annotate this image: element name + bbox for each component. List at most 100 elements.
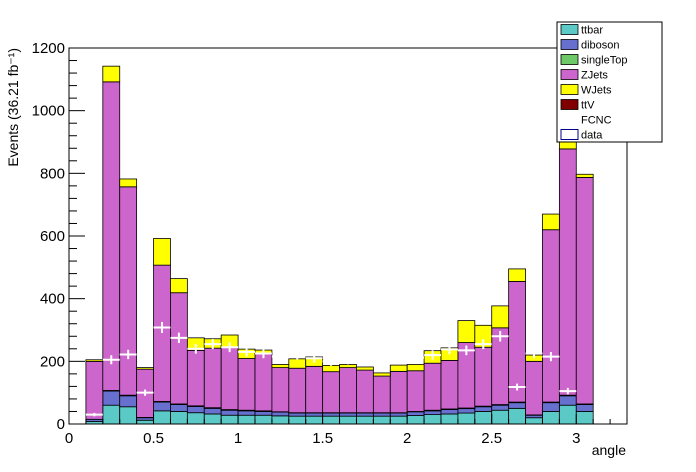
bar-diboson-25 bbox=[508, 402, 526, 409]
bar-wjets-24 bbox=[491, 305, 510, 329]
data-point-18 bbox=[390, 352, 408, 362]
legend-label-diboson: diboson bbox=[581, 40, 620, 52]
bar-diboson-16 bbox=[356, 412, 374, 417]
bar-wjets-2 bbox=[119, 178, 138, 188]
legend-swatch-diboson bbox=[560, 39, 579, 50]
data-point-4 bbox=[153, 321, 171, 333]
data-point-21 bbox=[441, 344, 458, 355]
bar-ttbar-3 bbox=[136, 419, 154, 425]
bar-diboson-18 bbox=[389, 412, 408, 417]
data-point-14 bbox=[322, 356, 340, 366]
y-tick-label: 0 bbox=[57, 416, 65, 433]
bar-zjets-13 bbox=[305, 365, 324, 414]
bar-ttbar-14 bbox=[322, 415, 340, 425]
bar-diboson-9 bbox=[237, 410, 256, 416]
bar-zjets-16 bbox=[356, 369, 374, 414]
legend-label-wjets: WJets bbox=[581, 85, 612, 97]
bar-diboson-12 bbox=[288, 412, 307, 417]
bar-zjets-12 bbox=[288, 367, 307, 414]
data-point-2 bbox=[119, 349, 137, 360]
data-point-24 bbox=[491, 331, 509, 342]
x-tick-label: 0 bbox=[65, 430, 73, 447]
bar-zjets-1 bbox=[102, 81, 121, 391]
x-axis-title: angle bbox=[592, 442, 626, 458]
data-point-10 bbox=[255, 348, 272, 359]
bar-ttbar-20 bbox=[423, 414, 442, 425]
bar-ttbar-13 bbox=[305, 415, 324, 425]
bar-zjets-8 bbox=[220, 347, 239, 410]
legend-swatch-ttv bbox=[560, 99, 579, 110]
bar-diboson-24 bbox=[491, 404, 510, 411]
bar-zjets-0 bbox=[85, 360, 104, 420]
x-tick-label: 1.5 bbox=[312, 430, 333, 447]
bar-zjets-14 bbox=[322, 371, 340, 414]
bar-ttbar-23 bbox=[474, 411, 493, 425]
legend-swatch-zjets bbox=[560, 69, 579, 80]
bar-zjets-2 bbox=[119, 186, 138, 396]
legend-swatch-wjets bbox=[560, 84, 579, 95]
bar-zjets-20 bbox=[423, 362, 442, 411]
bar-wjets-5 bbox=[170, 278, 188, 294]
data-point-7 bbox=[204, 339, 222, 350]
data-point-1 bbox=[102, 355, 120, 365]
bar-ttbar-12 bbox=[288, 415, 307, 425]
bar-wjets-17 bbox=[372, 372, 391, 377]
bar-zjets-28 bbox=[558, 148, 577, 396]
bar-ttbar-15 bbox=[339, 415, 357, 425]
bar-ttbar-27 bbox=[542, 411, 560, 425]
bar-wjets-1 bbox=[102, 65, 121, 83]
bar-wjets-16 bbox=[356, 366, 374, 371]
bar-diboson-27 bbox=[542, 402, 560, 412]
x-tick-label: 0.5 bbox=[143, 430, 164, 447]
legend: ttbar diboson singleTop ZJets WJets ttV FCNC da… bbox=[556, 21, 663, 143]
data-point-16 bbox=[356, 353, 374, 363]
legend-label-data: data bbox=[581, 130, 603, 142]
bar-ttbar-26 bbox=[525, 417, 543, 425]
bar-wjets-15 bbox=[339, 364, 357, 369]
bar-diboson-4 bbox=[153, 401, 171, 412]
bar-ttbar-25 bbox=[508, 407, 526, 425]
data-point-22 bbox=[457, 345, 475, 356]
bar-zjets-4 bbox=[153, 264, 171, 402]
bar-wjets-12 bbox=[288, 358, 307, 369]
y-tick-label: 600 bbox=[40, 228, 65, 245]
data-point-17 bbox=[373, 355, 391, 365]
bar-ttbar-16 bbox=[356, 415, 374, 425]
data-point-20 bbox=[424, 350, 441, 360]
bar-wjets-18 bbox=[389, 364, 408, 372]
legend-label-singletop: singleTop bbox=[581, 55, 627, 67]
data-point-28 bbox=[559, 387, 577, 395]
bar-diboson-13 bbox=[305, 412, 324, 417]
data-point-0 bbox=[85, 412, 103, 417]
bar-ttbar-9 bbox=[237, 414, 256, 425]
legend-label-ttbar: ttbar bbox=[581, 25, 603, 37]
bar-wjets-11 bbox=[271, 364, 290, 369]
bar-diboson-23 bbox=[474, 406, 493, 412]
x-tick-label: 2.5 bbox=[481, 430, 502, 447]
bar-diboson-6 bbox=[186, 406, 205, 414]
bar-ttbar-24 bbox=[491, 409, 510, 425]
bar-diboson-22 bbox=[457, 408, 476, 414]
bar-wjets-22 bbox=[457, 320, 476, 343]
data-point-23 bbox=[474, 339, 492, 350]
bar-ttbar-29 bbox=[575, 411, 594, 425]
bar-diboson-14 bbox=[322, 412, 340, 417]
bar-diboson-8 bbox=[220, 409, 239, 416]
data-point-12 bbox=[288, 350, 306, 360]
bar-ttbar-19 bbox=[406, 415, 425, 425]
data-point-8 bbox=[221, 342, 239, 353]
bar-wjets-4 bbox=[153, 238, 171, 266]
bar-ttbar-17 bbox=[372, 415, 391, 425]
data-point-27 bbox=[542, 352, 560, 362]
bar-diboson-21 bbox=[440, 409, 459, 415]
bar-ttbar-21 bbox=[440, 413, 459, 425]
bar-zjets-6 bbox=[186, 349, 205, 407]
data-point-3 bbox=[136, 389, 154, 396]
bar-zjets-15 bbox=[339, 367, 357, 414]
bar-zjets-11 bbox=[271, 367, 290, 413]
bar-ttbar-1 bbox=[102, 404, 121, 425]
y-tick-label: 400 bbox=[40, 291, 65, 308]
bar-wjets-14 bbox=[322, 365, 340, 373]
y-tick-label: 1000 bbox=[32, 103, 65, 120]
